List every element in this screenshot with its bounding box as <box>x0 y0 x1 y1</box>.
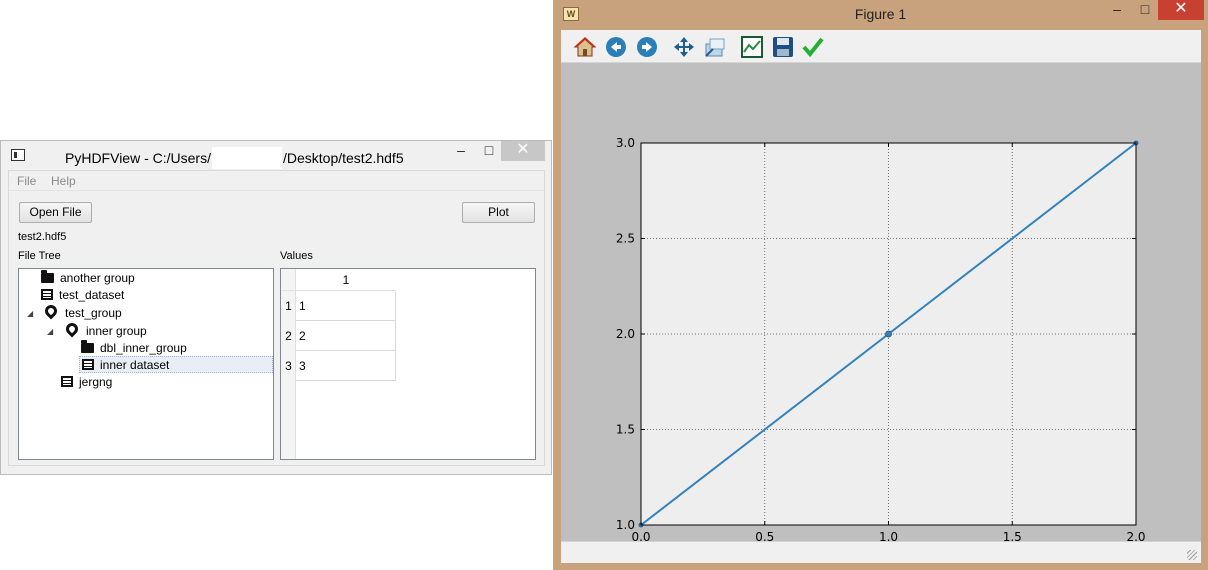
menubar: File Help <box>9 171 544 191</box>
tree-item-label: test_dataset <box>59 288 125 302</box>
file-tree[interactable]: another group test_dataset ◢ test_group … <box>18 268 274 460</box>
tree-item-label: inner dataset <box>100 358 170 372</box>
pin-icon <box>63 320 81 338</box>
x-tick-label: 0.5 <box>755 530 774 541</box>
corner-cell <box>281 269 296 291</box>
figure-window: W Figure 1 – □ ✕ <box>553 0 1208 570</box>
file-tree-label: File Tree <box>18 250 61 262</box>
row-header[interactable]: 2 <box>285 329 292 343</box>
line-chart[interactable]: 0.0 0.5 1.0 1.5 2.0 1.0 1.5 2.0 2.5 3.0 <box>561 63 1201 541</box>
open-file-button[interactable]: Open File <box>19 202 92 223</box>
check-icon[interactable] <box>801 35 825 59</box>
table-icon <box>61 376 73 387</box>
maximize-button[interactable]: □ <box>484 142 494 158</box>
tree-item-another-group[interactable]: another group <box>41 270 135 287</box>
back-icon[interactable] <box>604 35 628 59</box>
y-tick-label: 2.0 <box>616 327 635 341</box>
title-suffix: /Desktop/test2.hdf5 <box>282 150 404 166</box>
pyhdfview-client: File Help Open File Plot test2.hdf5 File… <box>8 170 545 466</box>
table-icon <box>82 359 94 370</box>
y-tick-label: 3.0 <box>616 136 635 150</box>
tree-item-inner-group[interactable]: inner group <box>63 320 147 340</box>
pyhdfview-titlebar: PyHDFView - C:/Users/ /Desktop/test2.hdf5… <box>1 141 551 169</box>
row-header-strip <box>281 291 296 459</box>
table-cell[interactable]: 3 <box>296 351 396 381</box>
save-icon[interactable] <box>771 35 795 59</box>
tree-item-label: another group <box>60 271 135 285</box>
zoom-icon[interactable] <box>703 35 727 59</box>
folder-icon <box>81 340 94 353</box>
configure-subplots-icon[interactable] <box>740 35 764 59</box>
x-tick-label: 1.0 <box>879 530 898 541</box>
figure-toolbar <box>561 30 1201 63</box>
menu-file[interactable]: File <box>17 174 37 188</box>
status-bar <box>561 541 1201 563</box>
resize-grip-icon[interactable] <box>1187 550 1197 560</box>
figure-maximize-button[interactable]: □ <box>1140 1 1150 17</box>
data-point <box>885 330 892 338</box>
figure-title: Figure 1 <box>854 6 907 22</box>
tree-item-label: dbl_inner_group <box>100 341 187 355</box>
minimize-button[interactable]: – <box>457 142 465 158</box>
y-tick-label: 1.0 <box>616 518 635 532</box>
table-cell[interactable]: 2 <box>296 321 396 351</box>
y-tick-label: 1.5 <box>616 423 635 437</box>
axes-frame <box>640 142 1137 526</box>
tree-item-test-dataset[interactable]: test_dataset <box>41 287 124 304</box>
row-header[interactable]: 3 <box>285 359 292 373</box>
tree-item-inner-dataset[interactable]: inner dataset <box>79 356 273 373</box>
values-label: Values <box>280 250 313 262</box>
tree-item-label: test_group <box>65 306 122 320</box>
forward-icon[interactable] <box>635 35 659 59</box>
app-icon <box>11 149 25 161</box>
table-cell[interactable]: 1 <box>296 292 396 321</box>
table-icon <box>41 289 53 300</box>
expand-arrow-icon[interactable]: ◢ <box>47 327 54 336</box>
x-tick-label: 2.0 <box>1126 530 1145 541</box>
plot-button[interactable]: Plot <box>462 202 535 223</box>
tree-item-dbl-inner-group[interactable]: dbl_inner_group <box>81 340 187 357</box>
pin-icon <box>42 302 60 320</box>
x-tick-label: 0.0 <box>631 530 650 541</box>
figure-minimize-button[interactable]: – <box>1113 1 1121 17</box>
expand-arrow-icon[interactable]: ◢ <box>27 309 34 318</box>
pan-icon[interactable] <box>672 35 696 59</box>
home-icon[interactable] <box>573 35 597 59</box>
tree-item-test-group[interactable]: test_group <box>42 302 122 322</box>
figure-close-button[interactable]: ✕ <box>1158 0 1204 20</box>
axis-ticks: 0.0 0.5 1.0 1.5 2.0 1.0 1.5 2.0 2.5 3.0 <box>616 136 1146 541</box>
redacted-username <box>211 147 282 169</box>
tree-item-label: jergng <box>79 375 113 389</box>
column-header[interactable]: 1 <box>296 269 396 291</box>
tree-item-label: inner group <box>86 324 147 338</box>
title-prefix: PyHDFView - C:/Users/ <box>65 150 211 166</box>
pyhdfview-window: PyHDFView - C:/Users/ /Desktop/test2.hdf5… <box>0 140 552 475</box>
file-name-label: test2.hdf5 <box>18 231 67 243</box>
tree-item-jergng[interactable]: jergng <box>61 374 112 391</box>
y-tick-label: 2.5 <box>616 232 635 246</box>
menu-help[interactable]: Help <box>51 174 76 188</box>
matplotlib-icon: W <box>563 7 579 21</box>
close-button[interactable]: ✕ <box>501 141 545 161</box>
window-title: PyHDFView - C:/Users/ /Desktop/test2.hdf5 <box>65 147 404 169</box>
x-tick-label: 1.5 <box>1003 530 1022 541</box>
values-table[interactable]: 1 1 2 3 1 2 3 <box>280 268 536 460</box>
folder-icon <box>41 270 54 283</box>
row-header[interactable]: 1 <box>285 299 292 313</box>
figure-body: 0.0 0.5 1.0 1.5 2.0 1.0 1.5 2.0 2.5 3.0 <box>561 30 1201 563</box>
